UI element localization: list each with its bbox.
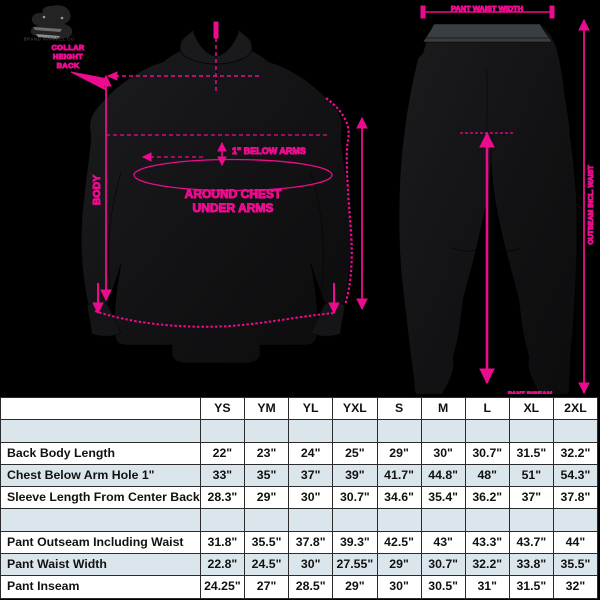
svg-text:PANT WAIST WIDTH: PANT WAIST WIDTH <box>451 4 523 13</box>
svg-text:COLLAR: COLLAR <box>51 43 84 52</box>
svg-text:BACK: BACK <box>57 61 80 70</box>
svg-text:UNDER ARMS: UNDER ARMS <box>193 201 274 215</box>
svg-text:BRAND APPAREL CO: BRAND APPAREL CO <box>24 37 75 42</box>
svg-text:OUTSEAM INCL. WAIST: OUTSEAM INCL. WAIST <box>588 165 595 245</box>
svg-text:AROUND CHEST: AROUND CHEST <box>185 187 282 201</box>
svg-text:BODY: BODY <box>91 175 103 205</box>
svg-text:HEIGHT: HEIGHT <box>53 52 83 61</box>
svg-text:1" BELOW ARMS: 1" BELOW ARMS <box>232 146 306 156</box>
